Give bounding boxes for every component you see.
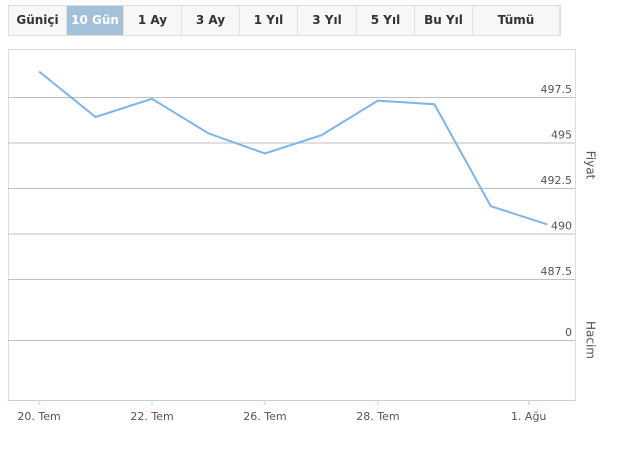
price-line — [38, 70, 548, 226]
range-button[interactable]: 5 Yıl — [357, 6, 415, 35]
y-tick-label: 490 — [551, 220, 572, 233]
range-selector: Güniçi 10 Gün 1 Ay 3 Ay 1 Yıl 3 Yıl 5 Yıl Bu Yı… — [8, 5, 561, 36]
range-button[interactable]: 1 Ay — [124, 6, 182, 35]
x-tick-label: 20. Tem — [17, 410, 60, 423]
x-tick-label: 22. Tem — [130, 410, 173, 423]
x-tick-label: 1. Ağu — [511, 410, 546, 423]
range-button[interactable]: 1 Yıl — [240, 6, 298, 35]
range-button[interactable]: Tümü — [473, 6, 560, 35]
plot-frame — [8, 49, 576, 401]
x-tick-label: 28. Tem — [356, 410, 399, 423]
range-button[interactable]: 3 Ay — [182, 6, 240, 35]
y-axis-label: Hacim — [584, 321, 598, 359]
x-tick-label: 26. Tem — [243, 410, 286, 423]
y-tick-label: 492.5 — [541, 174, 573, 187]
range-button[interactable]: 10 Gün — [67, 6, 124, 35]
range-button[interactable]: Güniçi — [9, 6, 67, 35]
y-tick-label: 0 — [565, 326, 572, 339]
y-tick-label: 487.5 — [541, 265, 573, 278]
range-button[interactable]: Bu Yıl — [415, 6, 473, 35]
y-axis-label: Fiyat — [584, 151, 598, 180]
range-button[interactable]: 3 Yıl — [298, 6, 357, 35]
y-tick-label: 497.5 — [541, 83, 573, 96]
y-tick-label: 495 — [551, 128, 572, 141]
